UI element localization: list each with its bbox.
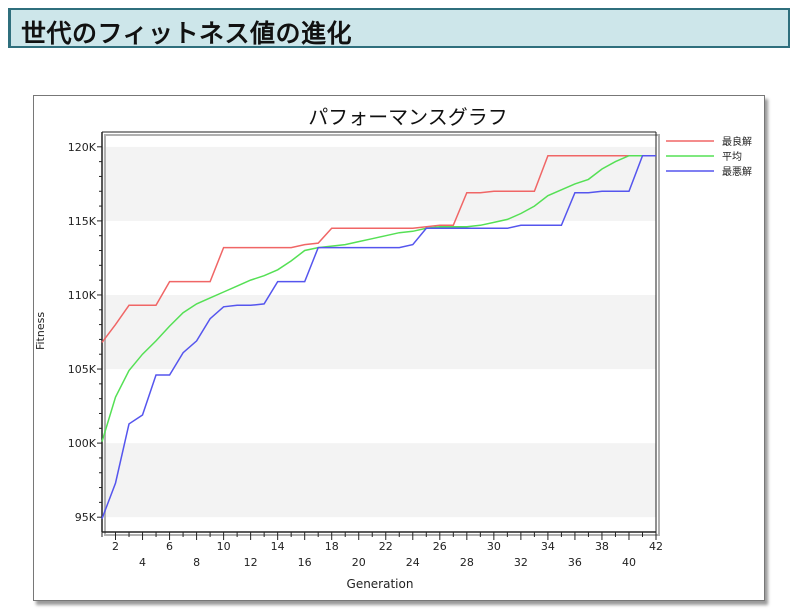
series-line [101, 154, 656, 343]
y-tick-label: 110K [68, 289, 97, 302]
section-title: 世代のフィットネス値の進化 [21, 19, 353, 48]
x-tick-label: 20 [352, 556, 366, 569]
x-tick-label: 26 [433, 540, 447, 553]
x-tick-label: 2 [112, 540, 119, 553]
legend-label: 最良解 [722, 135, 752, 148]
x-tick-label: 6 [166, 540, 173, 553]
grid-band [102, 146, 656, 221]
y-axis-label: Fitness [34, 312, 47, 350]
x-tick-label: 30 [487, 540, 501, 553]
y-tick-label: 115K [68, 215, 97, 228]
plot-bands [102, 132, 656, 532]
chart-title: パフォーマンスグラフ [308, 105, 508, 129]
x-tick-label: 8 [193, 556, 200, 569]
legend-label: 平均 [722, 151, 742, 163]
grid-band [102, 369, 656, 444]
grid-band [102, 294, 656, 370]
y-tick-label: 95K [75, 511, 97, 524]
x-tick-label: 14 [271, 540, 285, 553]
grid-band [102, 517, 656, 532]
x-tick-label: 28 [460, 556, 474, 569]
x-tick-label: 4 [139, 556, 146, 569]
series-line [101, 154, 656, 519]
legend-label: 最悪解 [722, 165, 752, 178]
section-header: 世代のフィットネス値の進化 [8, 8, 790, 48]
x-tick-label: 40 [622, 556, 636, 569]
y-tick-label: 120K [68, 141, 97, 154]
series-lines [101, 154, 656, 519]
x-axis-label: Generation [347, 577, 414, 591]
x-tick-label: 10 [217, 540, 231, 553]
x-tick-label: 34 [541, 540, 555, 553]
chart-frame: 95K 100K 105K 110K 115K 120K 2 4 6 8 10 12 14 16 18 20 2… [33, 95, 765, 601]
y-tick-label: 105K [68, 363, 97, 376]
grid-band [102, 443, 656, 518]
performance-chart: 95K100K105K110K115K120K24681012141618202… [34, 105, 752, 591]
series-line [101, 154, 656, 442]
x-tick-label: 16 [298, 556, 312, 569]
x-tick-label: 12 [244, 556, 258, 569]
x-tick-label: 38 [595, 540, 609, 553]
x-tick-label: 36 [568, 556, 582, 569]
x-tick-label: 42 [649, 540, 663, 553]
chart-axes: 95K100K105K110K115K120K24681012141618202… [68, 131, 663, 569]
x-tick-label: 32 [514, 556, 528, 569]
plot-shadow [104, 134, 660, 536]
x-tick-label: 22 [379, 540, 393, 553]
x-tick-label: 18 [325, 540, 339, 553]
y-tick-label: 100K [68, 437, 97, 450]
x-tick-label: 24 [406, 556, 420, 569]
grid-band [102, 220, 656, 295]
